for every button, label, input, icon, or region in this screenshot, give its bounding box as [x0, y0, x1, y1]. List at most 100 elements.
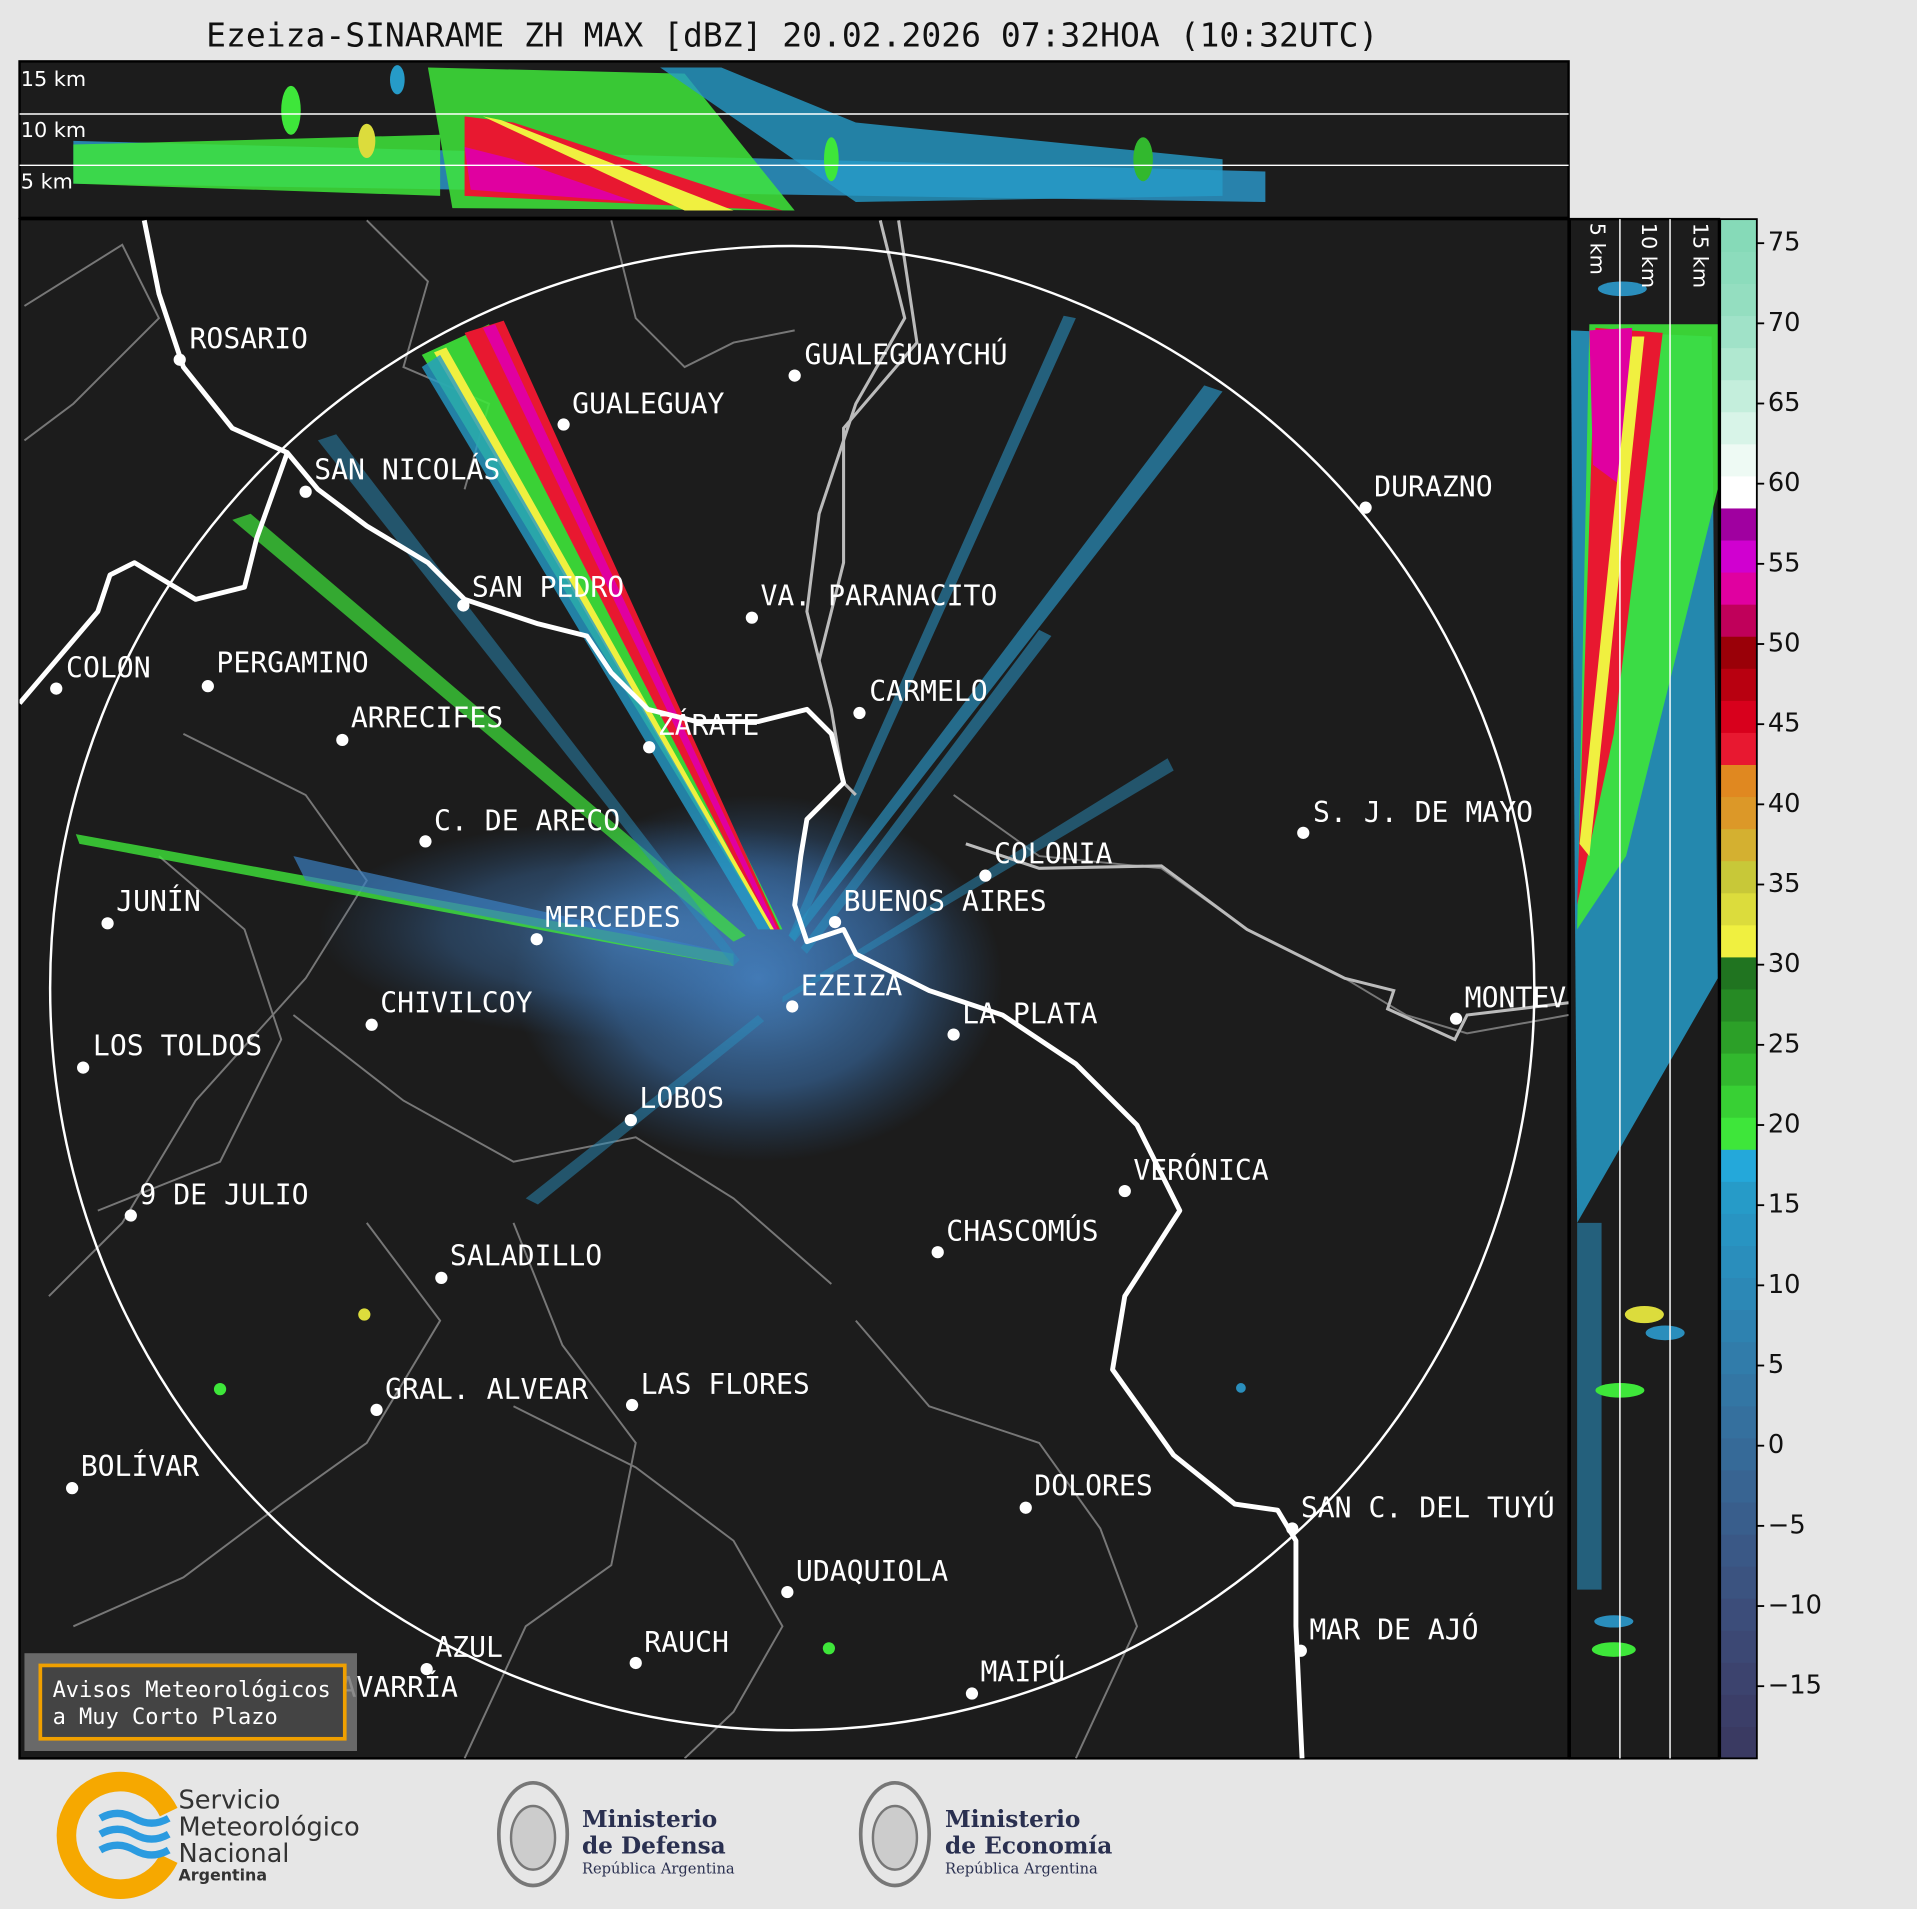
city-label: GUALEGUAYCHÚ: [804, 338, 1007, 372]
height-label: 15 km: [21, 67, 86, 91]
city-label: LAS FLORES: [641, 1368, 810, 1401]
city-dot: [336, 733, 349, 747]
colorbar-swatch: [1720, 668, 1757, 701]
city-label: BUENOS AIRES: [844, 885, 1047, 918]
colorbar-tick-label: 50: [1768, 629, 1801, 659]
map-content: ROSARIO GUALEGUAYCHÚ GUALEGUAY SAN NICOLÁS D…: [19, 219, 1569, 1759]
city-dot: [625, 1398, 639, 1412]
colorbar-swatch: [1720, 924, 1757, 958]
colorbar-tick-label: 30: [1768, 949, 1801, 979]
city-label: SAN PEDRO: [472, 571, 624, 604]
colorbar-swatch: [1720, 1213, 1757, 1247]
colorbar-swatch: [1720, 1181, 1757, 1214]
range-ring: [48, 244, 1536, 1732]
colorbar-swatch: [1720, 443, 1757, 477]
colorbar-swatch: [1720, 571, 1757, 605]
city-label: CHASCOMÚS: [946, 1214, 1098, 1248]
colorbar-swatch: [1720, 764, 1757, 798]
city-dot: [1297, 826, 1310, 839]
city-dot: [420, 1662, 433, 1676]
title: Ezeiza-SINARAME ZH MAX [dBZ] 20.02.2026 …: [206, 16, 1378, 55]
colorbar-tick-label: 40: [1768, 789, 1801, 819]
colorbar-swatch: [1720, 1020, 1757, 1054]
city-label: LOS TOLDOS: [93, 1029, 262, 1062]
city-dot: [786, 1000, 799, 1013]
logo-text: de Economía: [945, 1833, 1112, 1860]
city-label: ROSARIO: [189, 323, 307, 356]
colorbar-swatch: [1720, 1501, 1757, 1535]
colorbar-swatch: [1720, 539, 1757, 573]
colorbar-tick-label: 20: [1768, 1110, 1801, 1140]
city-dot: [828, 915, 842, 929]
colorbar-tick-label: −15: [1768, 1671, 1822, 1701]
city-label: COLONIA: [994, 837, 1113, 870]
city-label: MERCEDES: [545, 901, 680, 934]
logo-text: Ministerio: [945, 1806, 1080, 1833]
city-label: PERGAMINO: [216, 647, 368, 680]
colorbar-swatch: [1720, 1084, 1757, 1118]
city-dot: [643, 741, 656, 754]
colorbar-swatch: [1720, 1630, 1757, 1663]
top-panel: 15 km 10 km 5 km: [18, 60, 1570, 220]
colorbar-swatch: [1720, 1245, 1757, 1279]
logo-text: Argentina: [178, 1866, 267, 1885]
colorbar-tick-label: 35: [1768, 869, 1801, 899]
colorbar-swatch: [1720, 956, 1757, 990]
colorbar-swatch: [1720, 1694, 1757, 1728]
logo-text: Meteorológico: [178, 1812, 359, 1842]
city-label: MONTEV: [1465, 982, 1567, 1015]
smn-logo: Servicio Meteorológico Nacional Argentin…: [56, 1771, 360, 1899]
colorbar-swatch: [1720, 1149, 1757, 1182]
city-label: C. DE ARECO: [434, 804, 620, 837]
colorbar-tick-label: 70: [1768, 308, 1801, 338]
colorbar-swatch: [1720, 1052, 1757, 1086]
colorbar-tick-label: −5: [1768, 1510, 1806, 1540]
city-dot: [50, 682, 63, 695]
logo-text: República Argentina: [582, 1860, 735, 1877]
colorbar-swatch: [1720, 892, 1757, 926]
height-label: 10 km: [1637, 223, 1661, 288]
city-dot: [853, 706, 866, 720]
logo-text: Ministerio: [582, 1806, 717, 1833]
city-label: MAIPÚ: [981, 1654, 1066, 1688]
city-dot: [624, 1114, 637, 1127]
city-label: SALADILLO: [450, 1240, 602, 1273]
city-label: CARMELO: [869, 675, 987, 708]
city-dot: [1294, 1644, 1307, 1657]
city-dot: [781, 1585, 794, 1599]
cities: ROSARIO GUALEGUAYCHÚ GUALEGUAY SAN NICOLÁS D…: [50, 323, 1566, 1716]
height-label: 5 km: [21, 170, 73, 194]
city-dot: [557, 418, 570, 431]
city-dot: [1019, 1501, 1032, 1514]
colorbar-swatch: [1720, 283, 1757, 317]
city-dot: [77, 1061, 90, 1074]
city-dot: [124, 1209, 137, 1222]
city-label: BOLÍVAR: [81, 1449, 200, 1483]
colorbar-tick-label: 15: [1768, 1190, 1801, 1220]
colorbar-swatch: [1720, 635, 1757, 669]
city-label: EZEIZA: [801, 969, 903, 1002]
logo-text: Nacional: [178, 1839, 289, 1869]
colorbar-tick-label: 25: [1768, 1029, 1801, 1059]
colorbar-swatch: [1720, 1598, 1757, 1631]
city-dot: [1286, 1522, 1299, 1535]
warning-box: Avisos Meteorológicos a Muy Corto Plazo: [24, 1653, 357, 1752]
height-label: 5 km: [1586, 223, 1610, 275]
colorbar-swatch: [1720, 1309, 1757, 1343]
colorbar-swatch: [1720, 219, 1757, 252]
city-dot: [435, 1271, 448, 1284]
city-dot: [457, 599, 470, 612]
warning-text: Avisos Meteorológicos: [53, 1678, 331, 1703]
logo-text: de Defensa: [582, 1833, 726, 1860]
city-label: LA PLATA: [962, 998, 1097, 1031]
city-dot: [629, 1656, 642, 1670]
city-label: LOBOS: [639, 1082, 724, 1115]
city-dot: [947, 1028, 960, 1041]
city-dot: [965, 1687, 979, 1700]
city-label: GRAL. ALVEAR: [385, 1373, 588, 1406]
coastline: [19, 219, 1305, 1759]
colorbar-swatch: [1720, 1373, 1757, 1407]
city-label: S. J. DE MAYO: [1313, 796, 1533, 829]
